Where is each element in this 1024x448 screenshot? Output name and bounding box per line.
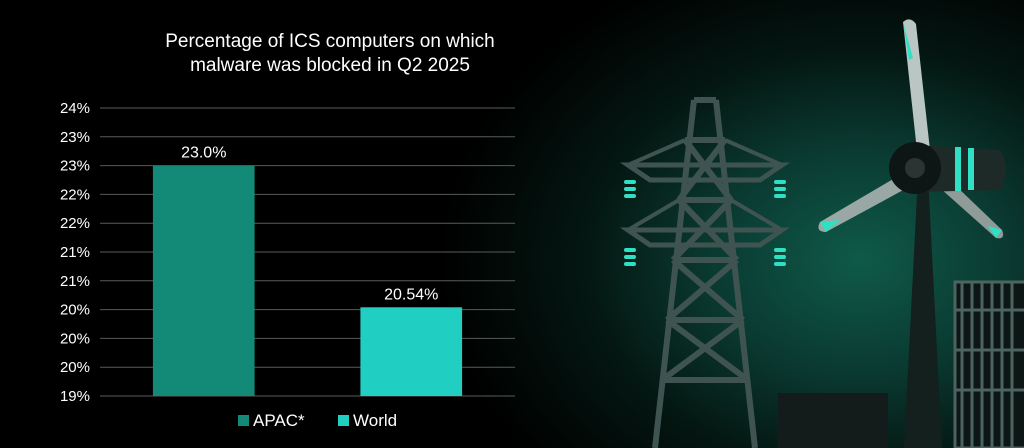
y-tick-label: 21%	[60, 273, 90, 290]
data-label: 20.54%	[384, 286, 438, 303]
y-tick-label: 20%	[60, 302, 90, 319]
y-tick-label: 22%	[60, 215, 90, 232]
y-tick-label: 23%	[60, 129, 90, 146]
chart-title: Percentage of ICS computers on which mal…	[165, 31, 495, 76]
y-tick-label: 20%	[60, 359, 90, 376]
industrial-tank-icon	[953, 280, 1024, 448]
y-tick-label: 19%	[60, 388, 90, 405]
legend-label: World	[353, 411, 397, 430]
y-tick-label: 24%	[60, 100, 90, 117]
y-tick-label: 21%	[60, 244, 90, 261]
y-tick-label: 23%	[60, 158, 90, 175]
legend-swatch	[338, 415, 349, 426]
legend-label: APAC*	[253, 411, 305, 430]
y-tick-label: 20%	[60, 330, 90, 347]
y-tick-label: 22%	[60, 186, 90, 203]
insulator-icons	[624, 180, 786, 266]
bar-world	[360, 307, 463, 396]
wind-turbine-icon	[818, 19, 1006, 448]
data-label: 23.0%	[181, 145, 226, 162]
bar-apac	[152, 165, 255, 396]
ground-block	[778, 393, 888, 448]
legend-swatch	[238, 415, 249, 426]
transmission-tower-icon	[619, 97, 791, 448]
